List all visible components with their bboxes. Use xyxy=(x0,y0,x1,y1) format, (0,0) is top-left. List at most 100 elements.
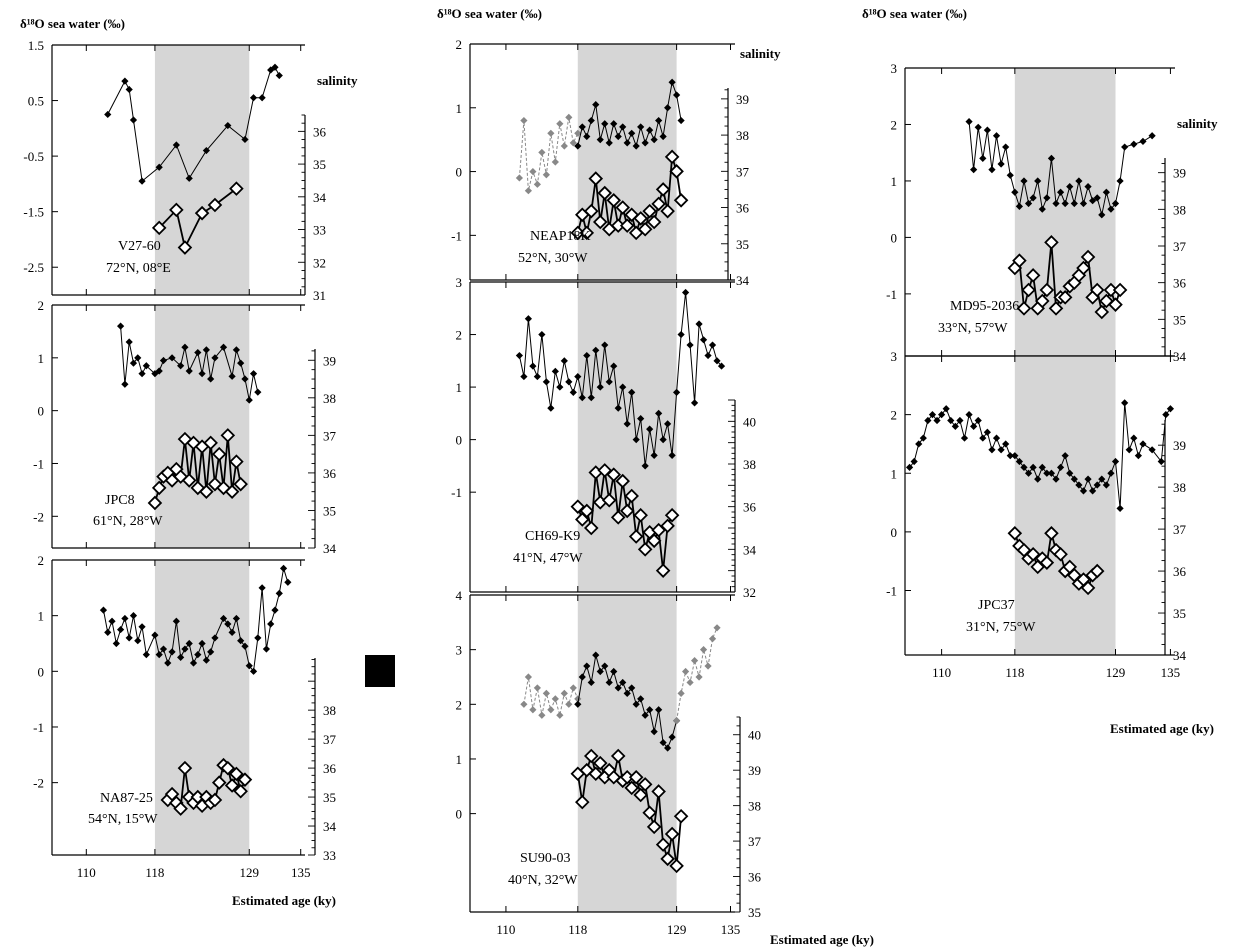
salinity-point xyxy=(628,529,644,544)
d18o-point xyxy=(134,637,142,645)
salinity-point xyxy=(233,476,248,492)
panels: 1.50.5-0.5-1.5-2.5363534333231salinityV2… xyxy=(23,37,1218,937)
d18o-point xyxy=(202,656,210,664)
salinity-point xyxy=(673,193,689,208)
d18o-point xyxy=(198,370,206,378)
d18o-point xyxy=(249,370,258,378)
salinity-tick-label: 38 xyxy=(1173,202,1186,217)
d18o-point xyxy=(708,635,717,643)
d18o-point xyxy=(237,637,245,645)
salinity-tick-label: 35 xyxy=(748,905,761,920)
x-tick-label: 110 xyxy=(932,665,951,680)
core-location: 52°N, 30°W xyxy=(518,251,588,266)
d18o-point xyxy=(583,662,591,670)
d18o-point xyxy=(905,463,914,471)
core-name: MD95-2036 xyxy=(950,299,1019,314)
salinity-point xyxy=(151,220,167,236)
d18o-point xyxy=(556,711,564,719)
d18o-point xyxy=(547,404,555,412)
d18o-point xyxy=(538,711,546,719)
panel-neap18k: 2 1 0 -1 39 38 37 36 35 34 salinity NEAP18K 52°N, 30… xyxy=(451,37,781,288)
y-tick-label: 0 xyxy=(456,165,463,180)
d18o-point xyxy=(713,624,721,632)
d18o-point xyxy=(1070,199,1078,208)
y-tick-label: -2.5 xyxy=(23,260,44,275)
d18o-point xyxy=(1148,446,1156,454)
d18o-point xyxy=(241,135,249,144)
y-tick-label: 2 xyxy=(38,298,45,313)
d18o-point xyxy=(1130,140,1138,148)
d18o-point xyxy=(542,689,550,697)
salinity-tick-label: 32 xyxy=(313,255,326,270)
salinity-point xyxy=(655,563,671,578)
salinity-tick-label: 40 xyxy=(743,414,756,429)
salinity-tick-label: 36 xyxy=(743,500,757,515)
d18o-point xyxy=(664,104,672,112)
d18o-point xyxy=(1006,452,1014,460)
salinity-point xyxy=(637,542,653,557)
d18o-point xyxy=(668,451,676,459)
d18o-point xyxy=(1066,182,1074,191)
d18o-point xyxy=(970,166,978,174)
d18o-point xyxy=(1098,211,1106,219)
salinity-tick-label: 36 xyxy=(1173,276,1187,291)
d18o-point xyxy=(619,678,627,687)
d18o-point xyxy=(271,63,279,71)
d18o-point xyxy=(574,372,582,381)
salinity-point xyxy=(147,495,163,511)
core-location: 61°N, 28°W xyxy=(93,514,163,529)
d18o-point xyxy=(556,120,564,128)
d18o-point xyxy=(956,416,964,425)
d18o-point xyxy=(117,322,125,330)
x-tick-label: 129 xyxy=(240,865,260,880)
d18o-point xyxy=(614,132,622,141)
core-location: 54°N, 15°W xyxy=(88,812,158,827)
salinity-point xyxy=(655,837,671,852)
d18o-point xyxy=(245,662,253,670)
d18o-point xyxy=(637,695,645,703)
d18o-point xyxy=(267,66,275,74)
salinity-point xyxy=(1053,547,1068,562)
salinity-point xyxy=(579,762,595,778)
salinity-tick-label: 31 xyxy=(313,288,326,303)
interval-band xyxy=(154,305,250,548)
d18o-point xyxy=(915,440,923,448)
salinity-tick-label: 38 xyxy=(743,457,756,472)
d18o-point xyxy=(717,362,726,370)
d18o-point xyxy=(988,166,996,174)
d18o-point xyxy=(129,116,138,124)
d18o-point xyxy=(965,118,973,126)
y-tick-label: 4 xyxy=(456,588,463,603)
salinity-tick-label: 38 xyxy=(323,391,336,406)
d18o-point xyxy=(988,446,996,454)
core-name: JPC8 xyxy=(105,493,135,508)
salinity-point xyxy=(664,826,680,842)
core-name: SU90-03 xyxy=(520,851,571,866)
salinity-point xyxy=(615,200,630,215)
interval-band xyxy=(577,44,677,280)
y-tick-label: 3 xyxy=(456,643,463,658)
y-axis-title-middle: δ¹⁸O sea water (‰) xyxy=(437,6,542,21)
d18o-point xyxy=(1006,171,1014,179)
salinity-tick-label: 38 xyxy=(748,799,761,814)
d18o-point xyxy=(596,383,604,391)
d18o-point xyxy=(646,425,654,433)
d18o-point xyxy=(547,129,555,137)
d18o-point xyxy=(605,378,613,386)
d18o-point xyxy=(1148,132,1156,140)
d18o-point xyxy=(1079,199,1088,208)
d18o-point xyxy=(713,357,721,365)
d18o-point xyxy=(520,372,528,381)
d18o-point xyxy=(641,139,649,147)
d18o-point xyxy=(524,673,532,681)
d18o-line xyxy=(518,292,722,466)
d18o-point xyxy=(262,645,271,653)
d18o-point xyxy=(1043,194,1051,202)
d18o-point xyxy=(659,738,667,747)
y-tick-label: -1 xyxy=(886,287,897,302)
salinity-point xyxy=(177,240,193,255)
y-tick-label: 1 xyxy=(456,380,463,395)
salinity-point xyxy=(615,473,630,489)
salinity-point xyxy=(1112,282,1128,298)
y-tick-label: 0 xyxy=(38,664,45,679)
